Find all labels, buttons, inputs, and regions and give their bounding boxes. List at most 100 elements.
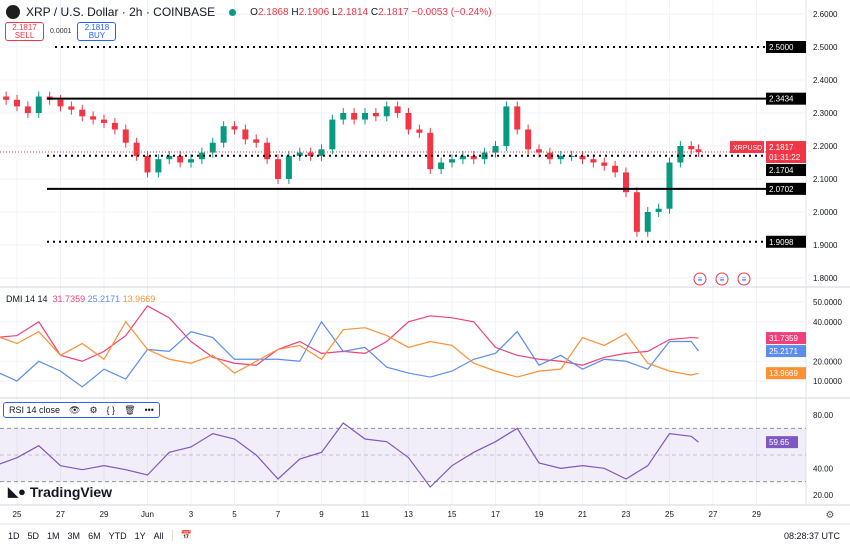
candle [188,159,194,163]
range-5d[interactable]: 5D [27,530,40,541]
candle [503,106,510,146]
x-tick-label: 5 [232,510,237,519]
eye-icon[interactable]: 👁 [69,404,81,415]
symbol-header: XRP / U.S. Dollar · 2h · COINBASE O2.186… [6,5,492,19]
candle [383,106,390,117]
symbol-tag: XRPUSD [733,145,762,152]
more-icon[interactable]: ••• [144,405,154,415]
candle [101,119,107,123]
price-tick-label: 2.4000 [813,76,838,85]
candle [459,155,466,160]
rsi-legend[interactable]: RSI 14 close 👁 ⚙ { } 🗑 ••• [3,402,160,418]
candle [220,126,227,143]
x-tick-label: 3 [189,510,194,519]
range-1y[interactable]: 1Y [134,530,146,541]
price-tick-label: 2.3000 [813,109,838,118]
candle [144,155,151,173]
spread: 0.0001 [50,28,72,35]
dmi-line-0 [0,305,699,366]
candle [242,129,249,140]
candle [438,162,445,170]
countdown-label: 01:31:22 [769,153,801,162]
candle [655,208,662,212]
dmi-value-bg [766,345,806,358]
candle [394,106,401,113]
x-tick-label: 29 [100,510,109,519]
rsi-value-bg [766,436,798,449]
range-3m[interactable]: 3M [67,530,81,541]
candle [546,152,553,160]
dmi-tick-label: 40.0000 [813,318,842,327]
candle [590,159,597,163]
candle [525,129,532,150]
rsi-line [0,422,699,488]
candle [155,159,162,173]
x-tick-label: 27 [56,510,65,519]
source-code-icon[interactable]: { } [106,405,116,415]
rsi-label: RSI 14 close [9,405,61,415]
x-tick-label: 11 [361,510,370,519]
last-price-bg [766,141,806,164]
dmi-tick-label: 10.0000 [813,377,842,386]
sell-button[interactable]: 2.1817 SELL [5,22,44,41]
level-label: 2.0702 [769,185,794,194]
candle [688,146,695,150]
rsi-tick-label: 80.00 [813,411,834,420]
x-tick-label: 9 [319,510,324,519]
trash-icon[interactable]: 🗑 [124,404,136,415]
settings-icon[interactable]: ⚙ [89,404,98,415]
x-tick-label: 21 [578,510,587,519]
candle [644,212,651,232]
flag-us-icon-glyph: ≡ [698,275,703,284]
dmi-value-label: 31.7359 [769,334,798,343]
candle [24,106,31,113]
range-ytd[interactable]: YTD [108,530,127,541]
candle [3,96,10,100]
candle [198,152,205,160]
range-1m[interactable]: 1M [47,530,60,541]
candle [177,155,184,163]
dmi-line-1 [0,320,699,388]
rsi-band [0,428,806,482]
symbol-title[interactable]: XRP / U.S. Dollar · 2h · COINBASE [26,5,216,19]
goto-date-icon[interactable]: 📅 [171,530,192,541]
dmi-value-label: 25.2171 [769,347,798,356]
price-tick-label: 2.1000 [813,175,838,184]
dmi-tick-label: 50.0000 [813,298,842,307]
x-tick-label: 25 [13,510,22,519]
buy-button[interactable]: 2.1818 BUY [77,22,117,41]
candle [166,155,173,160]
candle [427,132,434,170]
candle [579,155,586,160]
candle [601,162,608,166]
flag-us-icon-glyph: ≡ [720,275,725,284]
rsi-value-label: 59.65 [769,438,790,447]
range-6m[interactable]: 6M [88,530,101,541]
level-label: 1.9098 [769,238,794,247]
price-tick-label: 1.8000 [813,274,838,283]
candle [318,149,325,156]
range-all[interactable]: All [153,530,164,541]
candle [514,106,521,130]
rsi-tick-label: 20.00 [813,491,834,500]
x-tick-label: 19 [535,510,544,519]
dmi-tick-label: 20.0000 [813,357,842,366]
candle [14,99,20,107]
clock[interactable]: 08:28:37 UTC [783,530,840,541]
level-label: 2.5000 [769,43,794,52]
range-1d[interactable]: 1D [8,530,20,541]
level-label-bg [766,182,806,195]
dmi-legend[interactable]: DMI 14 14 31.7359 25.2171 13.9669 [6,294,156,304]
x-tick-label: Jun [141,510,154,519]
price-tick-label: 2.2000 [813,142,838,151]
candle [372,113,379,117]
chart-settings-icon: ⚙ [826,510,835,521]
x-tick-label: 13 [404,510,413,519]
candle [351,113,358,120]
dmi-line-2 [0,320,699,378]
candle [209,142,216,153]
level-label-bg [766,164,806,177]
candle [296,152,303,156]
tradingview-logo: ◣● TradingView [8,484,113,500]
